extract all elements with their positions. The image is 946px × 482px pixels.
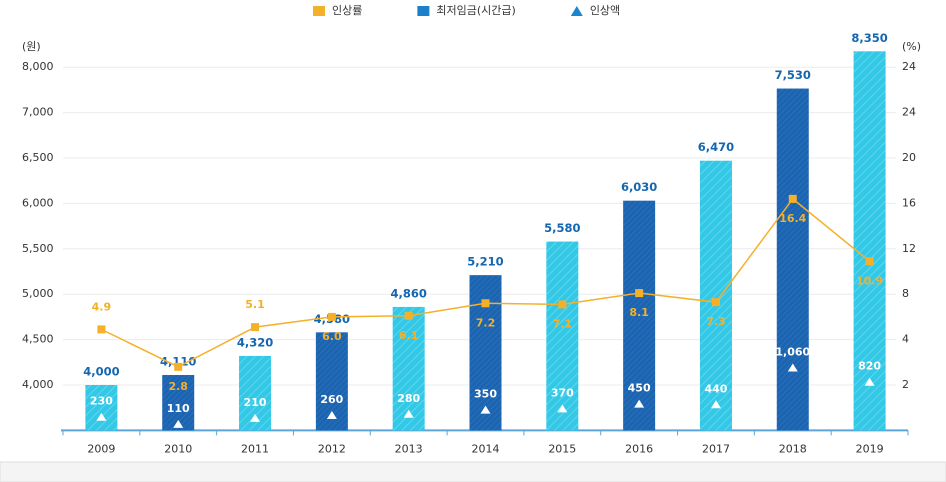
increase-marker	[250, 413, 261, 422]
rate-label: 7.3	[706, 315, 726, 328]
rate-point	[404, 311, 413, 320]
rate-label: 5.1	[245, 298, 265, 311]
x-tick-label: 2017	[702, 442, 730, 455]
rate-label: 6.1	[399, 329, 419, 342]
rate-point	[865, 257, 874, 266]
y-tick-label: 5,500	[22, 242, 54, 255]
x-tick-label: 2012	[318, 442, 346, 455]
y-tick-label: 6,500	[22, 151, 54, 164]
y2-tick-label: 12	[902, 242, 916, 255]
legend-label: 최저임금(시간급)	[436, 4, 515, 17]
rate-label: 4.9	[92, 300, 112, 313]
rate-point	[97, 325, 106, 334]
x-tick-label: 2019	[856, 442, 884, 455]
legend-marker	[417, 6, 430, 16]
rate-point	[327, 312, 336, 321]
y2-tick-label: 8	[902, 287, 909, 300]
rate-label: 2.8	[168, 380, 188, 393]
y2-tick-label: 24	[902, 60, 916, 73]
increase-marker	[480, 405, 491, 414]
bar	[85, 385, 118, 431]
x-tick-label: 2018	[779, 442, 807, 455]
x-tick-label: 2014	[472, 442, 500, 455]
x-tick-label: 2015	[548, 442, 576, 455]
legend-label: 인상액	[590, 4, 620, 17]
bar-value-label: 6,470	[698, 140, 734, 154]
bar-value-label: 4,110	[160, 355, 196, 369]
x-tick-label: 2011	[241, 442, 269, 455]
x-tick-label: 2010	[164, 442, 192, 455]
bar-value-label: 4,000	[83, 365, 119, 379]
bar-value-label: 5,210	[467, 255, 503, 269]
bar-value-label: 4,860	[390, 286, 426, 300]
increase-marker	[557, 404, 568, 413]
increase-marker	[96, 412, 107, 421]
increase-marker	[787, 363, 798, 372]
bar	[699, 160, 732, 431]
rate-point	[711, 298, 720, 307]
bar-value-label: 7,530	[775, 68, 811, 82]
bar-value-label: 4,320	[237, 335, 273, 349]
y-tick-label: 5,000	[22, 287, 54, 300]
increase-marker	[634, 399, 645, 408]
increase-label: 260	[320, 393, 343, 406]
rate-label: 6.0	[322, 330, 342, 343]
increase-label: 210	[244, 396, 267, 409]
y-tick-label: 7,000	[22, 106, 54, 119]
x-tick-label: 2009	[87, 442, 115, 455]
legend-marker	[313, 6, 325, 16]
rate-label: 8.1	[629, 306, 649, 319]
increase-label: 280	[397, 392, 420, 405]
increase-marker	[710, 400, 721, 409]
y-tick-label: 4,000	[22, 378, 54, 391]
rate-point	[481, 299, 490, 308]
bar	[546, 241, 579, 431]
y2-unit: (%)	[902, 40, 921, 53]
increase-label: 1,060	[775, 345, 810, 358]
y2-tick-label: 16	[902, 196, 916, 209]
bar-value-label: 5,580	[544, 221, 580, 235]
y2-tick-label: 4	[902, 333, 909, 346]
bar-value-label: 8,350	[851, 31, 887, 45]
y-tick-label: 4,500	[22, 333, 54, 346]
increase-label: 110	[167, 402, 190, 415]
increase-marker	[326, 410, 337, 419]
bar	[853, 51, 886, 431]
footer	[0, 461, 946, 482]
y2-tick-label: 24	[902, 106, 916, 119]
rate-point	[635, 289, 644, 298]
rate-point	[558, 300, 567, 309]
bar-value-label: 6,030	[621, 180, 657, 194]
y-unit: (원)	[22, 40, 41, 53]
legend-marker	[570, 6, 583, 16]
bar	[623, 200, 656, 431]
increase-marker	[864, 377, 875, 386]
y2-tick-label: 20	[902, 151, 916, 164]
bar	[776, 88, 809, 431]
increase-label: 820	[858, 360, 881, 373]
x-tick-label: 2016	[625, 442, 653, 455]
increase-label: 230	[90, 395, 113, 408]
rate-point	[788, 194, 797, 203]
rate-label: 10.9	[856, 274, 883, 287]
y-tick-label: 8,000	[22, 60, 54, 73]
y2-tick-label: 2	[902, 378, 909, 391]
rate-label: 7.2	[476, 316, 496, 329]
x-tick-label: 2013	[395, 442, 423, 455]
increase-label: 450	[628, 382, 651, 395]
increase-label: 440	[704, 382, 727, 395]
rate-label: 7.1	[553, 317, 573, 330]
increase-label: 350	[474, 388, 497, 401]
increase-marker	[173, 419, 184, 428]
rate-label: 16.4	[779, 212, 806, 225]
y-tick-label: 6,000	[22, 196, 54, 209]
increase-label: 370	[551, 386, 574, 399]
increase-marker	[403, 409, 414, 418]
rate-point	[174, 362, 183, 371]
rate-point	[251, 323, 260, 332]
legend-label: 인상률	[332, 4, 362, 17]
